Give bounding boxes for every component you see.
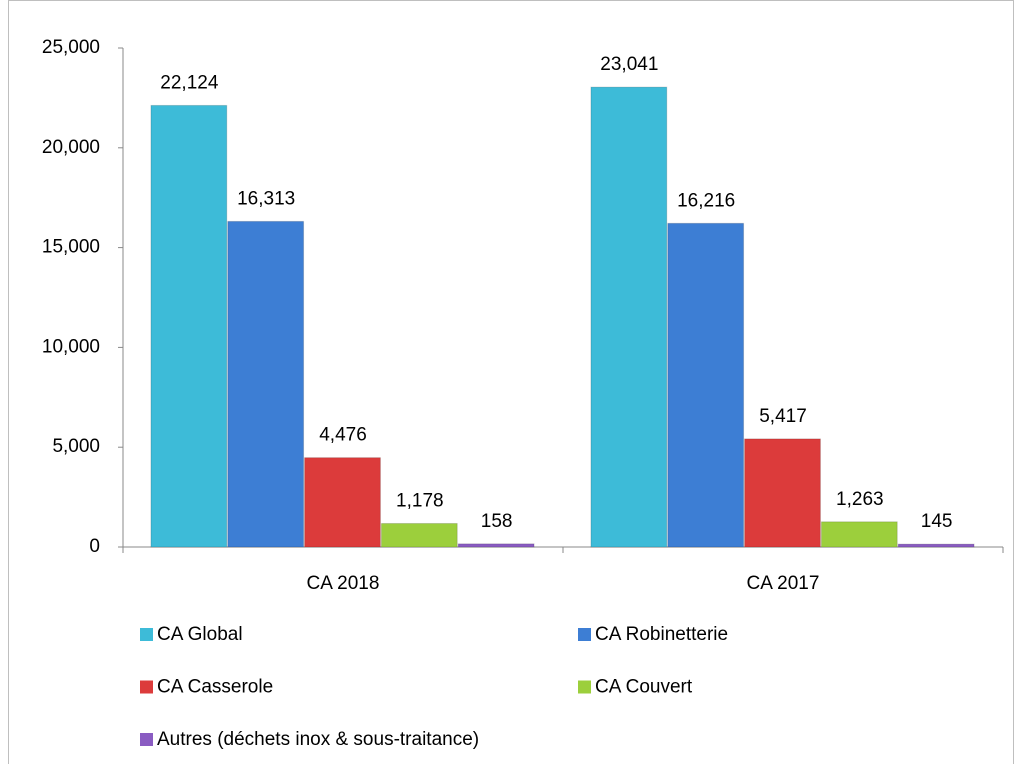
legend-label: CA Couvert	[595, 677, 693, 698]
data-label: 22,124	[160, 72, 219, 93]
bar	[744, 438, 821, 548]
legend-swatch	[578, 628, 591, 641]
y-tick-label: 5,000	[52, 436, 100, 457]
y-tick-label: 0	[89, 536, 100, 557]
y-tick-label: 10,000	[42, 336, 100, 357]
legend-label: Autres (déchets inox & sous-traitance)	[157, 729, 479, 750]
x-tick-label: CA 2017	[747, 573, 820, 594]
data-label: 145	[921, 511, 953, 532]
data-label: 16,216	[677, 190, 735, 211]
y-tick-label: 20,000	[42, 137, 100, 158]
data-label: 1,263	[836, 489, 884, 510]
bar	[590, 86, 668, 548]
bar	[227, 220, 305, 548]
legend-label: CA Robinetterie	[595, 624, 728, 645]
bar	[380, 522, 458, 548]
legend-swatch	[578, 680, 591, 694]
data-label: 5,417	[759, 406, 807, 427]
legend-label: CA Casserole	[157, 677, 273, 698]
bar	[150, 104, 228, 548]
bar	[304, 457, 381, 548]
y-tick-label: 15,000	[42, 237, 100, 258]
bar	[820, 521, 898, 548]
data-label: 4,476	[319, 425, 367, 446]
data-label: 23,041	[600, 54, 658, 75]
legend-swatch	[140, 680, 153, 694]
y-tick-label: 25,000	[42, 37, 100, 58]
x-tick-label: CA 2018	[307, 573, 380, 594]
bar	[457, 543, 535, 548]
data-label: 1,178	[396, 491, 444, 512]
legend-swatch	[140, 733, 153, 746]
bar	[667, 222, 745, 548]
data-label: 16,313	[237, 188, 295, 209]
legend-swatch	[140, 628, 153, 641]
bar	[897, 543, 975, 548]
data-label: 158	[481, 511, 513, 532]
legend-label: CA Global	[157, 624, 243, 645]
